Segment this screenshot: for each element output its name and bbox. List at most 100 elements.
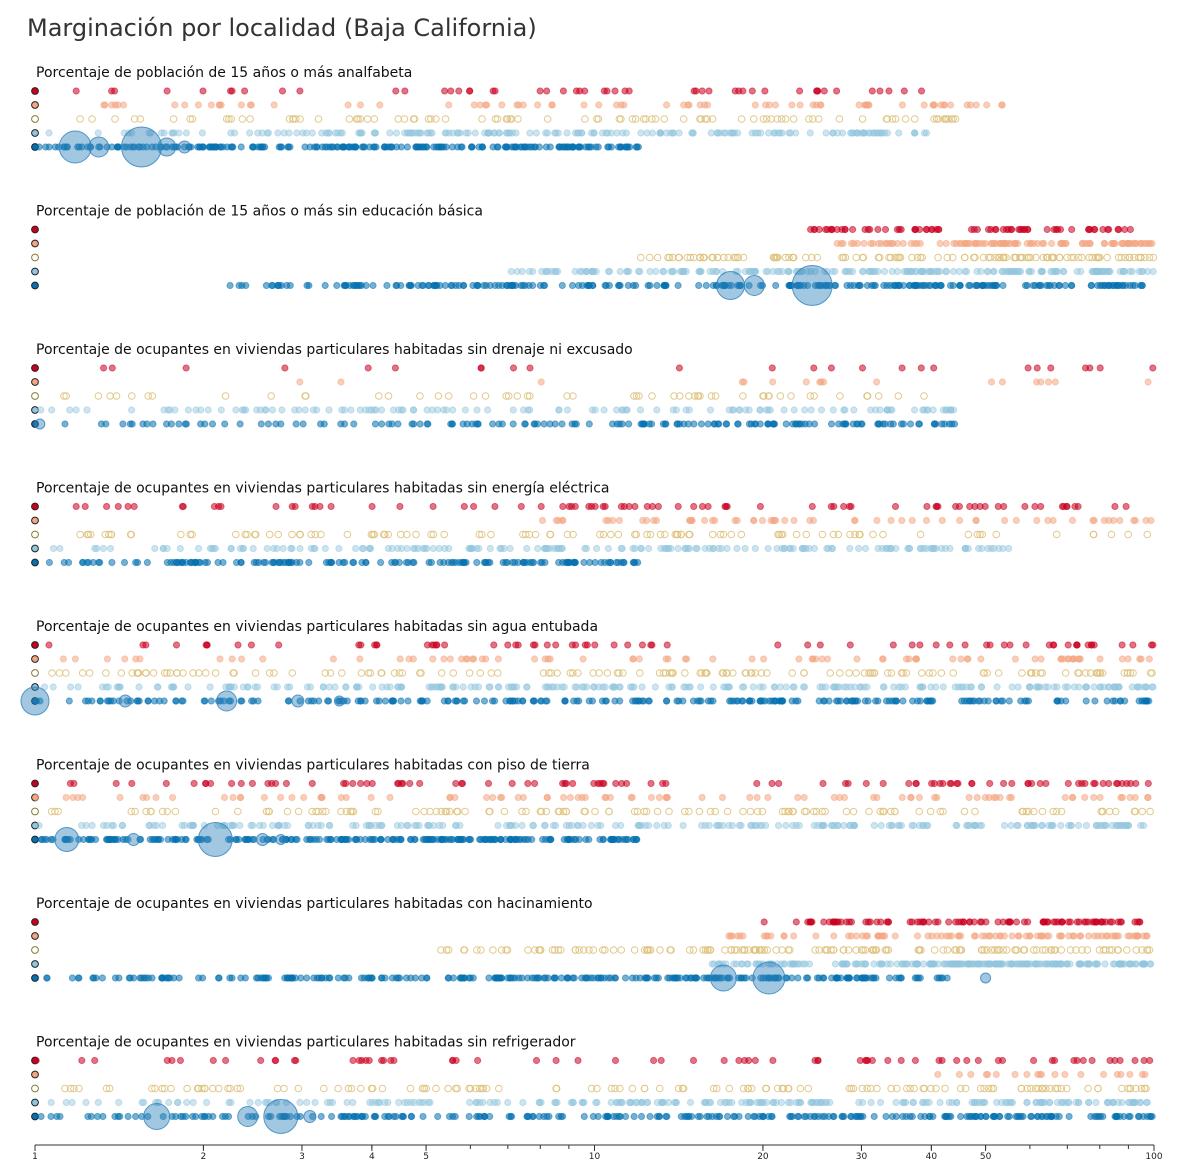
bubble-educacion_basica	[743, 275, 765, 296]
point-muy_alto	[1116, 918, 1125, 926]
point-muy_alto	[774, 641, 782, 649]
point-alto	[898, 793, 906, 802]
point-alto	[938, 516, 946, 525]
point-medio	[835, 115, 844, 123]
point-muy_alto	[1022, 641, 1030, 649]
point-medio	[951, 115, 960, 123]
point-medio	[589, 946, 598, 954]
point-bajo	[392, 129, 401, 137]
point-medio	[888, 115, 897, 123]
point-muy_bajo	[283, 281, 291, 290]
point-alto	[862, 932, 870, 940]
legend-marker-bajo	[31, 960, 39, 968]
point-medio	[1145, 253, 1154, 262]
point-bajo	[72, 406, 80, 414]
point-muy_alto	[1140, 1056, 1148, 1065]
point-bajo	[206, 683, 214, 691]
point-bajo	[1144, 267, 1152, 276]
point-muy_alto	[663, 641, 671, 649]
point-bajo	[319, 683, 327, 691]
point-muy_alto	[638, 641, 647, 649]
point-alto	[216, 655, 224, 663]
point-muy_bajo	[614, 558, 622, 567]
point-muy_alto	[316, 502, 324, 511]
point-muy_alto	[599, 502, 607, 511]
point-bajo	[751, 544, 760, 553]
point-bajo	[308, 129, 316, 137]
point-muy_bajo	[305, 558, 313, 567]
point-bajo	[244, 683, 252, 691]
point-muy_bajo	[632, 697, 641, 705]
point-medio	[617, 115, 625, 123]
point-medio	[412, 530, 420, 539]
point-bajo	[495, 129, 503, 137]
bubble-agua	[291, 694, 305, 708]
point-muy_bajo	[531, 143, 539, 151]
point-muy_bajo	[966, 281, 974, 290]
point-muy_bajo	[992, 281, 1000, 290]
point-muy_bajo	[126, 420, 134, 428]
point-medio	[343, 530, 352, 539]
point-muy_bajo	[999, 281, 1007, 290]
point-bajo	[104, 683, 113, 691]
point-bajo	[843, 683, 851, 691]
point-medio	[910, 115, 919, 123]
point-medio	[944, 115, 953, 123]
point-medio	[461, 807, 469, 816]
point-muy_alto	[1052, 918, 1060, 926]
point-muy_bajo	[154, 835, 162, 844]
point-muy_alto	[327, 502, 335, 511]
point-medio	[136, 115, 145, 123]
legend-marker-medio	[31, 1084, 39, 1093]
point-alto	[217, 101, 225, 109]
point-muy_bajo	[275, 143, 283, 151]
point-bajo	[362, 821, 370, 830]
point-bajo	[175, 129, 183, 137]
point-muy_bajo	[84, 558, 93, 567]
point-bajo	[790, 406, 798, 414]
point-alto	[111, 101, 119, 109]
point-bajo	[851, 960, 859, 968]
point-alto	[1070, 655, 1078, 663]
point-medio	[603, 669, 612, 677]
bubble-educacion_basica	[716, 271, 745, 300]
point-alto	[238, 655, 246, 663]
point-bajo	[1054, 267, 1062, 276]
point-muy_alto	[898, 364, 906, 372]
point-bajo	[860, 129, 869, 137]
point-bajo	[1100, 683, 1108, 691]
point-bajo	[353, 683, 361, 691]
point-alto	[1008, 932, 1016, 940]
point-muy_bajo	[782, 420, 790, 428]
point-muy_bajo	[197, 420, 205, 428]
point-muy_bajo	[625, 420, 633, 428]
point-bajo	[978, 544, 986, 553]
point-muy_alto	[70, 779, 78, 788]
point-alto	[534, 101, 542, 109]
point-medio	[465, 669, 474, 677]
point-muy_bajo	[341, 558, 349, 567]
point-muy_bajo	[467, 835, 475, 844]
point-muy_bajo	[360, 974, 368, 982]
point-medio	[432, 115, 440, 123]
point-muy_bajo	[377, 558, 385, 567]
point-muy_alto	[847, 502, 855, 511]
point-muy_alto	[209, 1056, 217, 1065]
point-bajo	[776, 129, 784, 137]
point-alto	[847, 932, 856, 940]
point-bajo	[523, 544, 531, 553]
point-medio	[607, 530, 615, 539]
point-muy_alto	[845, 918, 853, 926]
point-muy_bajo	[1022, 697, 1031, 705]
point-medio	[920, 392, 928, 400]
point-medio	[481, 392, 490, 400]
point-alto	[494, 655, 502, 663]
point-bajo	[878, 129, 886, 137]
point-bajo	[1082, 821, 1091, 830]
point-muy_alto	[531, 641, 539, 649]
point-medio	[841, 253, 850, 262]
point-bajo	[189, 1098, 197, 1107]
point-bajo	[280, 821, 288, 830]
point-muy_bajo	[683, 974, 691, 982]
point-bajo	[720, 683, 728, 691]
